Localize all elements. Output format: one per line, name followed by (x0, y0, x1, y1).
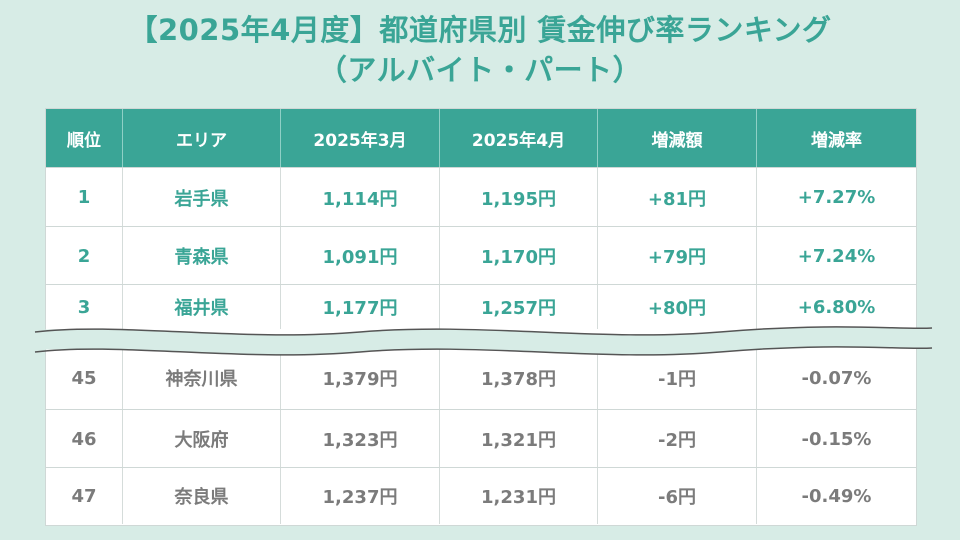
area-cell: 青森県 (123, 227, 281, 285)
change-rate-cell: -0.07% (801, 367, 872, 389)
area-cell: 岩手県 (123, 168, 281, 227)
change-amount-cell: -2円 (598, 410, 757, 468)
area-cell: 奈良県 (123, 468, 281, 524)
rank-cell: 45 (46, 347, 123, 409)
april-wage-cell: 1,257円 (440, 285, 598, 329)
march-wage-cell: 1,091円 (281, 227, 440, 285)
change-rate-cell: +7.24% (797, 245, 876, 267)
rank-cell: 2 (46, 227, 123, 285)
april-wage-cell: 1,321円 (440, 410, 598, 468)
change-rate-cell: +6.80% (797, 296, 876, 318)
march-wage-cell: 1,114円 (281, 168, 440, 227)
break-line-upper (34, 326, 933, 336)
header-march: 2025年3月 (281, 109, 440, 167)
header-rank: 順位 (46, 109, 123, 167)
table-break-wave (0, 326, 960, 356)
table-row: 1 岩手県 1,114円 1,195円 +81円 +7.27% (46, 167, 916, 227)
header-change-rate: 増減率 (811, 130, 862, 151)
april-wage-cell: 1,378円 (440, 347, 598, 409)
change-amount-cell: +80円 (598, 285, 757, 329)
march-wage-cell: 1,177円 (281, 285, 440, 329)
header-april: 2025年4月 (440, 109, 598, 167)
rank-cell: 1 (46, 168, 123, 227)
page-title: 【2025年4月度】都道府県別 賃金伸び率ランキング （アルバイト・パート） (0, 10, 960, 90)
table-row: 47 奈良県 1,237円 1,231円 -6円 -0.49% (46, 467, 916, 524)
ranking-table: 順位 エリア 2025年3月 2025年4月 増減額 増減率 1 岩手県 1,1… (45, 108, 917, 526)
change-rate-cell: +7.27% (797, 187, 876, 208)
change-amount-cell: +79円 (598, 227, 757, 285)
rank-cell: 46 (46, 410, 123, 468)
table-header-row: 順位 エリア 2025年3月 2025年4月 増減額 増減率 (46, 109, 916, 167)
table-row: 2 青森県 1,091円 1,170円 +79円 +7.24% (46, 226, 916, 285)
change-rate-cell: -0.49% (801, 485, 872, 507)
title-line-1: 【2025年4月度】都道府県別 賃金伸び率ランキング (128, 13, 832, 47)
april-wage-cell: 1,195円 (440, 168, 598, 227)
title-line-2: （アルバイト・パート） (317, 53, 643, 87)
table-row: 46 大阪府 1,323円 1,321円 -2円 -0.15% (46, 409, 916, 468)
area-cell: 大阪府 (123, 410, 281, 468)
area-cell: 福井県 (123, 285, 281, 329)
break-line-lower (34, 346, 933, 356)
header-area: エリア (123, 109, 281, 167)
table-row: 45 神奈川県 1,379円 1,378円 -1円 -0.07% (46, 347, 916, 409)
change-amount-cell: +81円 (598, 168, 757, 227)
march-wage-cell: 1,237円 (281, 468, 440, 524)
april-wage-cell: 1,231円 (440, 468, 598, 524)
rank-cell: 3 (46, 285, 123, 329)
area-cell: 神奈川県 (123, 347, 281, 409)
march-wage-cell: 1,323円 (281, 410, 440, 468)
change-amount-cell: -1円 (598, 347, 757, 409)
rank-cell: 47 (46, 468, 123, 524)
april-wage-cell: 1,170円 (440, 227, 598, 285)
change-rate-cell: -0.15% (801, 428, 872, 450)
change-amount-cell: -6円 (598, 468, 757, 524)
break-band (0, 326, 960, 355)
table-row: 3 福井県 1,177円 1,257円 +80円 +6.80% (46, 284, 916, 329)
header-change-amount: 増減額 (598, 109, 757, 167)
march-wage-cell: 1,379円 (281, 347, 440, 409)
